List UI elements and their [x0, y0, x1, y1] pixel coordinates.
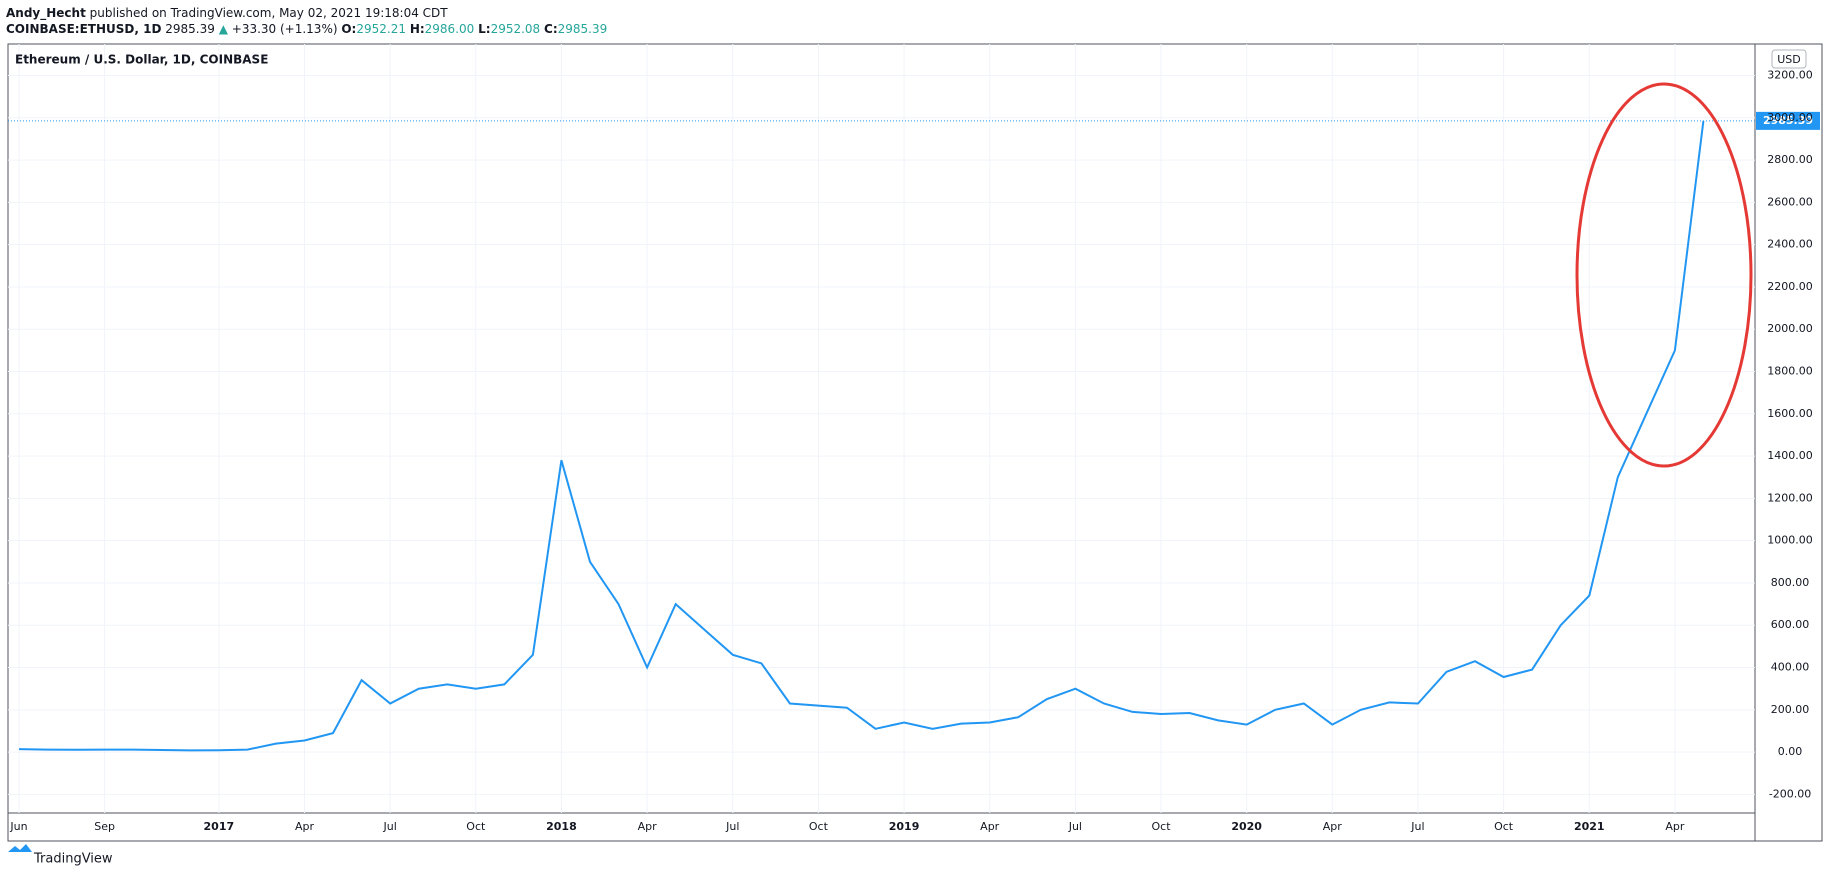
frame [7, 43, 1823, 842]
x-tick-label: Jul [725, 820, 739, 833]
ohlc-label: L: [478, 22, 490, 36]
ohlc-label: O: [341, 22, 356, 36]
last-price-label: 2985.39 [1763, 114, 1813, 127]
x-tick-label: 2017 [204, 820, 235, 833]
arrow: ▲ [219, 22, 229, 36]
y-tick-label: 1000.00 [1767, 534, 1813, 547]
y-tick-label: 1200.00 [1767, 491, 1813, 504]
ohlc-label: C: [544, 22, 558, 36]
x-tick-label: 2020 [1231, 820, 1262, 833]
x-tick-label: Jul [1068, 820, 1082, 833]
y-tick-label: 600.00 [1771, 618, 1810, 631]
symbol-line: COINBASE:ETHUSD, 1D 2985.39 ▲ +33.30 (+1… [6, 22, 607, 36]
ohlc-value: 2986.00 [425, 22, 475, 36]
footer: TradingView [33, 852, 113, 867]
author: Andy_Hecht [6, 6, 86, 21]
y-tick-label: 800.00 [1771, 576, 1810, 589]
header-line: Andy_Hecht published on TradingView.com,… [6, 6, 448, 21]
y-tick-label: -200.00 [1769, 787, 1811, 800]
y-tick-label: 2400.00 [1767, 238, 1813, 251]
ohlc-label: H: [410, 22, 425, 36]
y-tick-label: 1600.00 [1767, 407, 1813, 420]
price-line [18, 120, 1705, 752]
x-tick-label: Sep [94, 820, 115, 833]
x-tick-label: Jul [383, 820, 397, 833]
y-tick-label: 3200.00 [1767, 69, 1813, 82]
x-tick-label: 2018 [546, 820, 577, 833]
logo [8, 844, 32, 852]
y-tick-label: 200.00 [1771, 703, 1810, 716]
ohlc-value: 2952.08 [491, 22, 541, 36]
x-tick-label: 2021 [1574, 820, 1605, 833]
y-tick-label: 0.00 [1778, 745, 1803, 758]
x-tick-label: Apr [980, 820, 1000, 833]
published: published on TradingView.com, May 02, 20… [90, 6, 449, 20]
y-tick-label: 1800.00 [1767, 365, 1813, 378]
x-tick-label: Jun [9, 820, 27, 833]
y-tick-label: 2000.00 [1767, 322, 1813, 335]
x-tick-label: Oct [1151, 820, 1171, 833]
x-tick-label: Oct [466, 820, 486, 833]
x-tick-label: Apr [295, 820, 315, 833]
chart-title: Ethereum / U.S. Dollar, 1D, COINBASE [15, 53, 268, 67]
y-tick-label: 400.00 [1771, 661, 1810, 674]
currency: USD [1777, 53, 1801, 66]
x-tick-label: Jul [1410, 820, 1424, 833]
x-tick-label: 2019 [889, 820, 920, 833]
currency-box [1771, 49, 1807, 69]
x-tick-label: Apr [1665, 820, 1685, 833]
last-price-box [1756, 111, 1820, 130]
highlight-ellipse [1575, 82, 1753, 468]
change: +33.30 (+1.13%) [232, 22, 338, 36]
y-tick-label: 2200.00 [1767, 280, 1813, 293]
x-tick-label: Oct [809, 820, 829, 833]
symbol: COINBASE:ETHUSD, 1D [6, 22, 161, 36]
y-tick-label: 2600.00 [1767, 195, 1813, 208]
y-tick-label: 2800.00 [1767, 153, 1813, 166]
ohlc-value: 2952.21 [356, 22, 406, 36]
x-tick-label: Oct [1494, 820, 1514, 833]
y-tick-label: 1400.00 [1767, 449, 1813, 462]
x-tick-label: Apr [638, 820, 658, 833]
last: 2985.39 [165, 22, 215, 36]
y-tick-label: 3000.00 [1767, 111, 1813, 124]
ohlc-value: 2985.39 [558, 22, 608, 36]
x-tick-label: Apr [1323, 820, 1343, 833]
